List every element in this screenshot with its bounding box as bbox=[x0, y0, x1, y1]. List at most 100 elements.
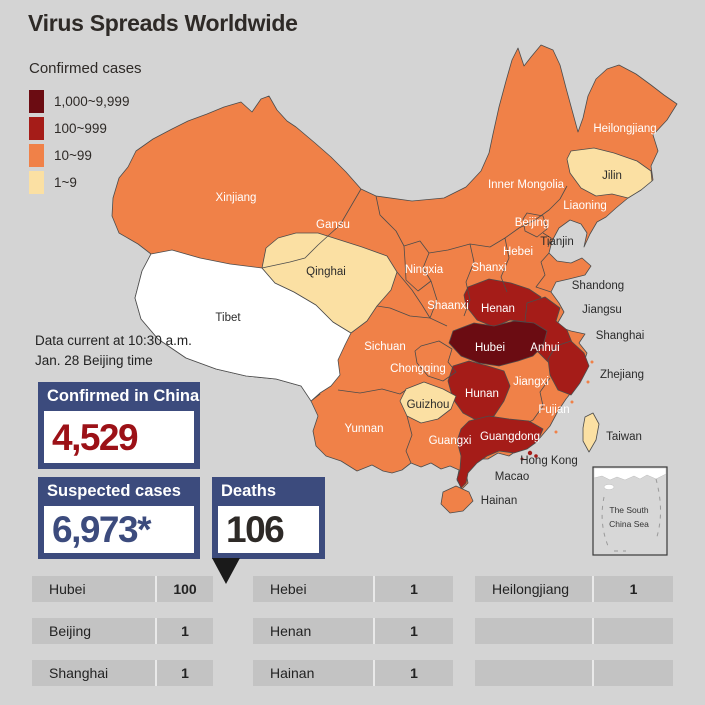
note-line1: Data current at 10:30 a.m. bbox=[35, 333, 192, 348]
table-row-hainan: Hainan 1 bbox=[253, 660, 453, 686]
death-count-cell: 1 bbox=[373, 576, 453, 602]
map-label-inner-mongolia: Inner Mongolia bbox=[488, 179, 565, 191]
map-label-guangxi: Guangxi bbox=[429, 435, 472, 447]
inset-hainan-island bbox=[603, 484, 615, 490]
map-label-heilongjiang: Heilongjiang bbox=[593, 123, 656, 135]
legend-swatch bbox=[29, 90, 44, 113]
map-label-jiangxi: Jiangxi bbox=[513, 376, 549, 388]
map-label-taiwan: Taiwan bbox=[606, 431, 642, 443]
legend-label: 1~9 bbox=[54, 175, 77, 190]
death-count-cell: 100 bbox=[155, 576, 213, 602]
map-label-chongqing: Chongqing bbox=[390, 363, 446, 375]
region-name-cell: Hebei bbox=[270, 581, 307, 597]
legend-label: 10~99 bbox=[54, 148, 92, 163]
deaths-pointer-icon bbox=[212, 558, 240, 584]
map-label-guangdong: Guangdong bbox=[480, 431, 540, 443]
suspected-panel-label: Suspected cases bbox=[47, 482, 181, 500]
deaths-value: 106 bbox=[226, 509, 285, 550]
map-label-henan: Henan bbox=[481, 303, 515, 315]
province-shape-guizhou bbox=[399, 381, 457, 424]
map-label-jilin: Jilin bbox=[602, 170, 622, 182]
province-shape-zhejiang bbox=[547, 340, 590, 396]
deaths-table-column-3: Heilongjiang 1 bbox=[475, 576, 673, 702]
table-row-shanghai: Shanghai 1 bbox=[32, 660, 213, 686]
map-label-hainan: Hainan bbox=[481, 495, 517, 507]
map-label-macao: Macao bbox=[495, 471, 530, 483]
note-line2: Jan. 28 Beijing time bbox=[35, 353, 153, 368]
confirmed-value: 4,529 bbox=[52, 416, 139, 458]
coast-island bbox=[554, 430, 558, 434]
page-title: Virus Spreads Worldwide bbox=[28, 10, 298, 36]
suspected-panel-valbox: 6,973* bbox=[44, 506, 194, 553]
hong-kong-island bbox=[527, 450, 533, 456]
table-row-henan: Henan 1 bbox=[253, 618, 453, 644]
province-shape-guangdong bbox=[456, 415, 544, 489]
map-label-shanxi: Shanxi bbox=[471, 262, 506, 274]
legend-title: Confirmed cases bbox=[29, 60, 142, 77]
map-label-ningxia: Ningxia bbox=[405, 264, 444, 276]
data-current-note: Data current at 10:30 a.m. Jan. 28 Beiji… bbox=[35, 331, 192, 371]
death-count-cell: 1 bbox=[155, 660, 213, 686]
region-name-cell: Henan bbox=[270, 623, 312, 639]
map-label-yunnan: Yunnan bbox=[344, 423, 383, 435]
table-row-beijing: Beijing 1 bbox=[32, 618, 213, 644]
table-row-empty bbox=[475, 660, 673, 686]
map-label-beijing: Beijing bbox=[515, 217, 550, 229]
map-label-shanghai: Shanghai bbox=[596, 330, 645, 342]
legend-label: 100~999 bbox=[54, 121, 107, 136]
inset-label-line2: China Sea bbox=[609, 519, 649, 529]
map-label-hubei: Hubei bbox=[475, 342, 505, 354]
map-label-zhejiang: Zhejiang bbox=[600, 369, 644, 381]
map-label-guizhou: Guizhou bbox=[407, 399, 450, 411]
macao-island bbox=[520, 457, 524, 461]
coast-island bbox=[590, 360, 594, 364]
province-shape-qinghai bbox=[261, 232, 398, 334]
map-label-shaanxi: Shaanxi bbox=[427, 300, 469, 312]
death-count-cell: 1 bbox=[373, 618, 453, 644]
legend-item-10-99: 10~99 bbox=[29, 144, 142, 167]
deaths-table-column-2: Hebei 1 Henan 1 Hainan 1 bbox=[253, 576, 453, 702]
suspected-value: 6,973* bbox=[52, 509, 152, 550]
province-shape-jilin bbox=[566, 147, 653, 199]
death-count-cell: 1 bbox=[373, 660, 453, 686]
inset-label-line1: The South bbox=[609, 505, 648, 515]
table-row-heilongjiang: Heilongjiang 1 bbox=[475, 576, 673, 602]
legend-swatch bbox=[29, 171, 44, 194]
region-name-cell bbox=[475, 660, 592, 686]
map-label-shandong: Shandong bbox=[572, 280, 624, 292]
province-shape-hainan bbox=[440, 485, 474, 514]
region-name-cell bbox=[475, 618, 592, 644]
coast-island bbox=[570, 400, 574, 404]
death-count-cell bbox=[592, 618, 673, 644]
map-label-liaoning: Liaoning bbox=[563, 200, 606, 212]
coast-island bbox=[586, 380, 590, 384]
deaths-panel: Deaths 106 bbox=[212, 477, 325, 559]
legend-label: 1,000~9,999 bbox=[54, 94, 130, 109]
region-name-cell: Hainan bbox=[270, 665, 315, 681]
legend-item-1-9: 1~9 bbox=[29, 171, 142, 194]
region-name-cell: Hubei bbox=[49, 581, 86, 597]
table-row-hubei: Hubei 100 bbox=[32, 576, 213, 602]
inset-nine-dash-line bbox=[601, 478, 661, 552]
table-row-empty bbox=[475, 618, 673, 644]
province-borders bbox=[261, 185, 568, 464]
mainland-shape bbox=[111, 44, 678, 490]
inset-coastline bbox=[593, 467, 667, 481]
map-label-hong-kong: Hong Kong bbox=[520, 455, 578, 467]
region-name-cell: Beijing bbox=[49, 623, 92, 639]
table-row-hebei: Hebei 1 bbox=[253, 576, 453, 602]
legend-items: 1,000~9,999 100~999 10~99 1~9 bbox=[29, 90, 142, 194]
death-count-cell: 1 bbox=[592, 576, 673, 602]
map-label-hunan: Hunan bbox=[465, 388, 499, 400]
map-label-qinghai: Qinghai bbox=[306, 266, 346, 278]
south-china-sea-inset: The South China Sea bbox=[592, 466, 668, 556]
map-label-xinjiang: Xinjiang bbox=[216, 192, 257, 204]
legend: Confirmed cases 1,000~9,999 100~999 10~99 1… bbox=[29, 60, 142, 198]
deaths-table-column-1: Hubei 100 Beijing 1 Shanghai 1 bbox=[32, 576, 213, 702]
confirmed-panel-valbox: 4,529 bbox=[44, 411, 194, 463]
death-count-cell bbox=[592, 660, 673, 686]
map-label-jiangsu: Jiangsu bbox=[582, 304, 622, 316]
confirmed-panel: Confirmed in China 4,529 bbox=[38, 382, 200, 469]
map-label-anhui: Anhui bbox=[530, 342, 559, 354]
